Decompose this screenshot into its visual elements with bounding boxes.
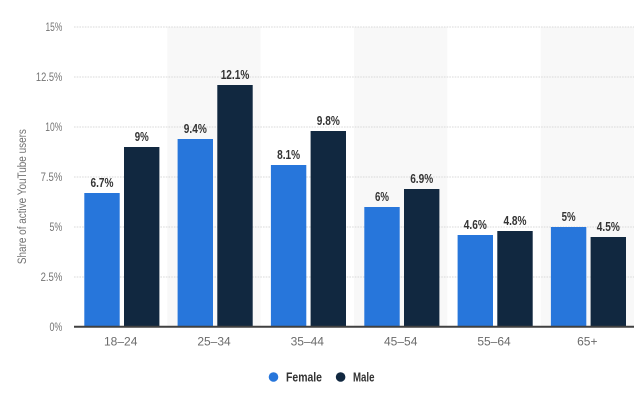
svg-text:6.7%: 6.7% (91, 176, 114, 190)
svg-text:35–44: 35–44 (291, 335, 325, 349)
svg-text:6%: 6% (375, 190, 389, 204)
svg-text:12.5%: 12.5% (36, 70, 63, 84)
svg-text:45–54: 45–54 (384, 335, 418, 349)
svg-text:9%: 9% (135, 130, 149, 144)
svg-text:9.8%: 9.8% (317, 114, 340, 128)
svg-text:9.4%: 9.4% (184, 122, 207, 136)
svg-text:4.8%: 4.8% (504, 214, 527, 228)
svg-text:15%: 15% (46, 20, 63, 34)
svg-text:12.1%: 12.1% (221, 68, 250, 82)
svg-text:Male: Male (353, 370, 375, 385)
svg-text:4.5%: 4.5% (597, 220, 620, 234)
svg-text:6.9%: 6.9% (410, 172, 433, 186)
svg-text:2.5%: 2.5% (41, 270, 63, 284)
svg-text:0%: 0% (50, 320, 63, 334)
svg-text:65+: 65+ (577, 335, 597, 349)
svg-text:18–24: 18–24 (104, 335, 138, 349)
svg-text:Share of active YouTube users: Share of active YouTube users (17, 129, 29, 264)
svg-text:25–34: 25–34 (197, 335, 231, 349)
svg-text:10%: 10% (45, 120, 62, 134)
svg-text:8.1%: 8.1% (277, 148, 300, 162)
svg-text:55–64: 55–64 (477, 335, 511, 349)
svg-text:5%: 5% (562, 210, 576, 224)
svg-text:7.5%: 7.5% (41, 170, 63, 184)
svg-text:4.6%: 4.6% (464, 218, 487, 232)
svg-text:5%: 5% (50, 220, 63, 234)
svg-text:Female: Female (286, 370, 322, 385)
